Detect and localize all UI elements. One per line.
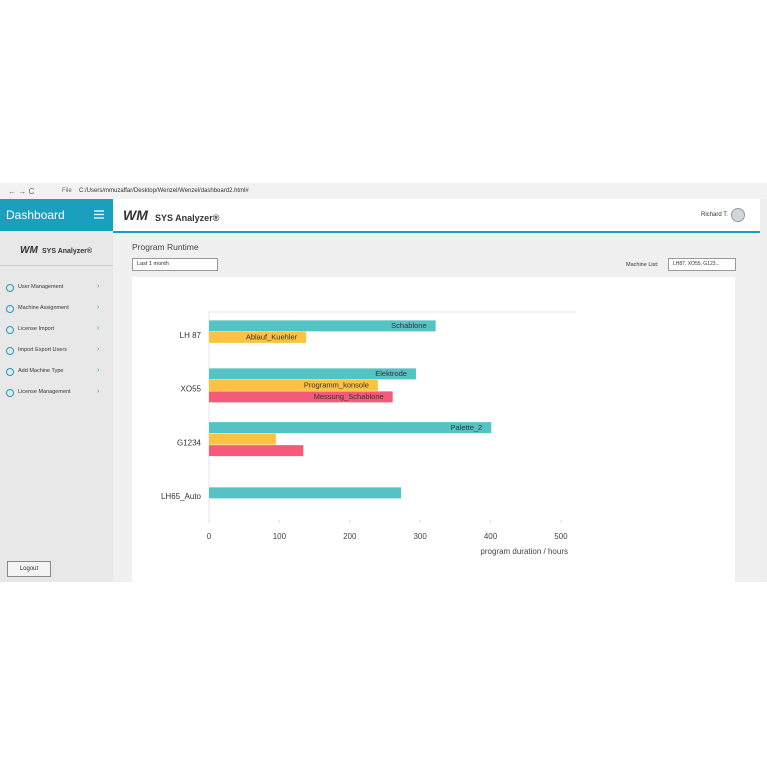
chevron: › [97,367,100,374]
bar [209,422,492,434]
menu-label: User Management [18,284,64,290]
menu-icon [6,347,14,355]
menu-item[interactable]: User Management › [0,281,113,295]
menu-label: License Import [18,326,55,332]
bar-label: Schablone [391,321,426,330]
logo-mark: WM [20,245,38,256]
header-logo-text: SYS Analyzer® [155,213,220,223]
menu-label: Add Machine Type [18,368,64,374]
bar-label: Elektrode [375,369,407,378]
x-tick-label: 400 [484,532,498,541]
header-logo-mark: WM [123,207,148,223]
x-tick-label: 500 [554,532,568,541]
bar [209,391,393,403]
machine-list-label: Machine List: [626,262,659,268]
logout-button[interactable]: Logout [7,561,51,577]
sidebar-title: Dashboard [6,208,65,222]
menu-icon [6,305,14,313]
chevron: › [97,325,100,332]
x-tick-label: 300 [413,532,427,541]
y-tick-label: XO55 [181,385,202,394]
nav-buttons[interactable]: ← → C [8,187,35,196]
bar-label: Messung_Schablone [314,392,384,401]
chart: 0 100 200 300 400 500 program duration / hours… [132,277,735,582]
menu-toggle[interactable] [94,210,104,219]
user-avatar[interactable] [731,208,745,222]
menu-icon [6,368,14,376]
bar [209,445,304,457]
page-title: Program Runtime [132,242,199,252]
bar-label: Ablauf_Kuehler [246,333,298,342]
bar-label: Programm_konsole [304,381,369,390]
y-tick-label: LH65_Auto [161,492,202,501]
x-axis-label: program duration / hours [480,547,568,556]
y-tick-label: G1234 [177,438,202,447]
sidebar: Dashboard WM SYS Analyzer® User Manageme… [0,199,113,582]
menu-label: License Management [18,389,71,395]
menu-icon [6,284,14,292]
bar [209,331,307,343]
user-name[interactable]: Richard T. [701,212,728,218]
machine-list-select[interactable]: LH87, XO55, G123... [668,258,736,271]
menu-item[interactable]: License Import › [0,323,113,337]
chevron: › [97,304,100,311]
menu-item[interactable]: License Management › [0,386,113,400]
bar [209,379,378,391]
menu-item[interactable]: Machine Assignment › [0,302,113,316]
x-tick-label: 0 [207,532,212,541]
logo-text: SYS Analyzer® [42,248,93,255]
menu-item[interactable]: Import Export Users › [0,344,113,358]
scrollbar[interactable] [760,199,767,582]
period-select[interactable]: Last 1 month [132,258,218,271]
top-header: WM SYS Analyzer® Richard T. [113,199,760,233]
menu-item[interactable]: Add Machine Type › [0,365,113,379]
bar-label: Palette_2 [451,423,483,432]
divider [0,265,113,266]
chevron: › [97,346,100,353]
browser-bar: ← → C File C:/Users/mmuzaffar/Desktop/We… [0,183,767,200]
file-label: File [62,188,72,194]
chevron: › [97,283,100,290]
x-tick-label: 100 [273,532,287,541]
menu-label: Machine Assignment [18,305,69,311]
url[interactable]: C:/Users/mmuzaffar/Desktop/Wenzel/Wenzel… [79,188,249,194]
bar [209,433,276,445]
menu-icon [6,389,14,397]
x-tick-label: 200 [343,532,357,541]
bar [209,368,416,380]
y-tick-label: LH 87 [180,331,202,340]
menu-icon [6,326,14,334]
sidebar-header: Dashboard [0,199,113,231]
bar [209,487,402,499]
bar [209,320,436,332]
chevron: › [97,388,100,395]
menu-label: Import Export Users [18,347,67,353]
